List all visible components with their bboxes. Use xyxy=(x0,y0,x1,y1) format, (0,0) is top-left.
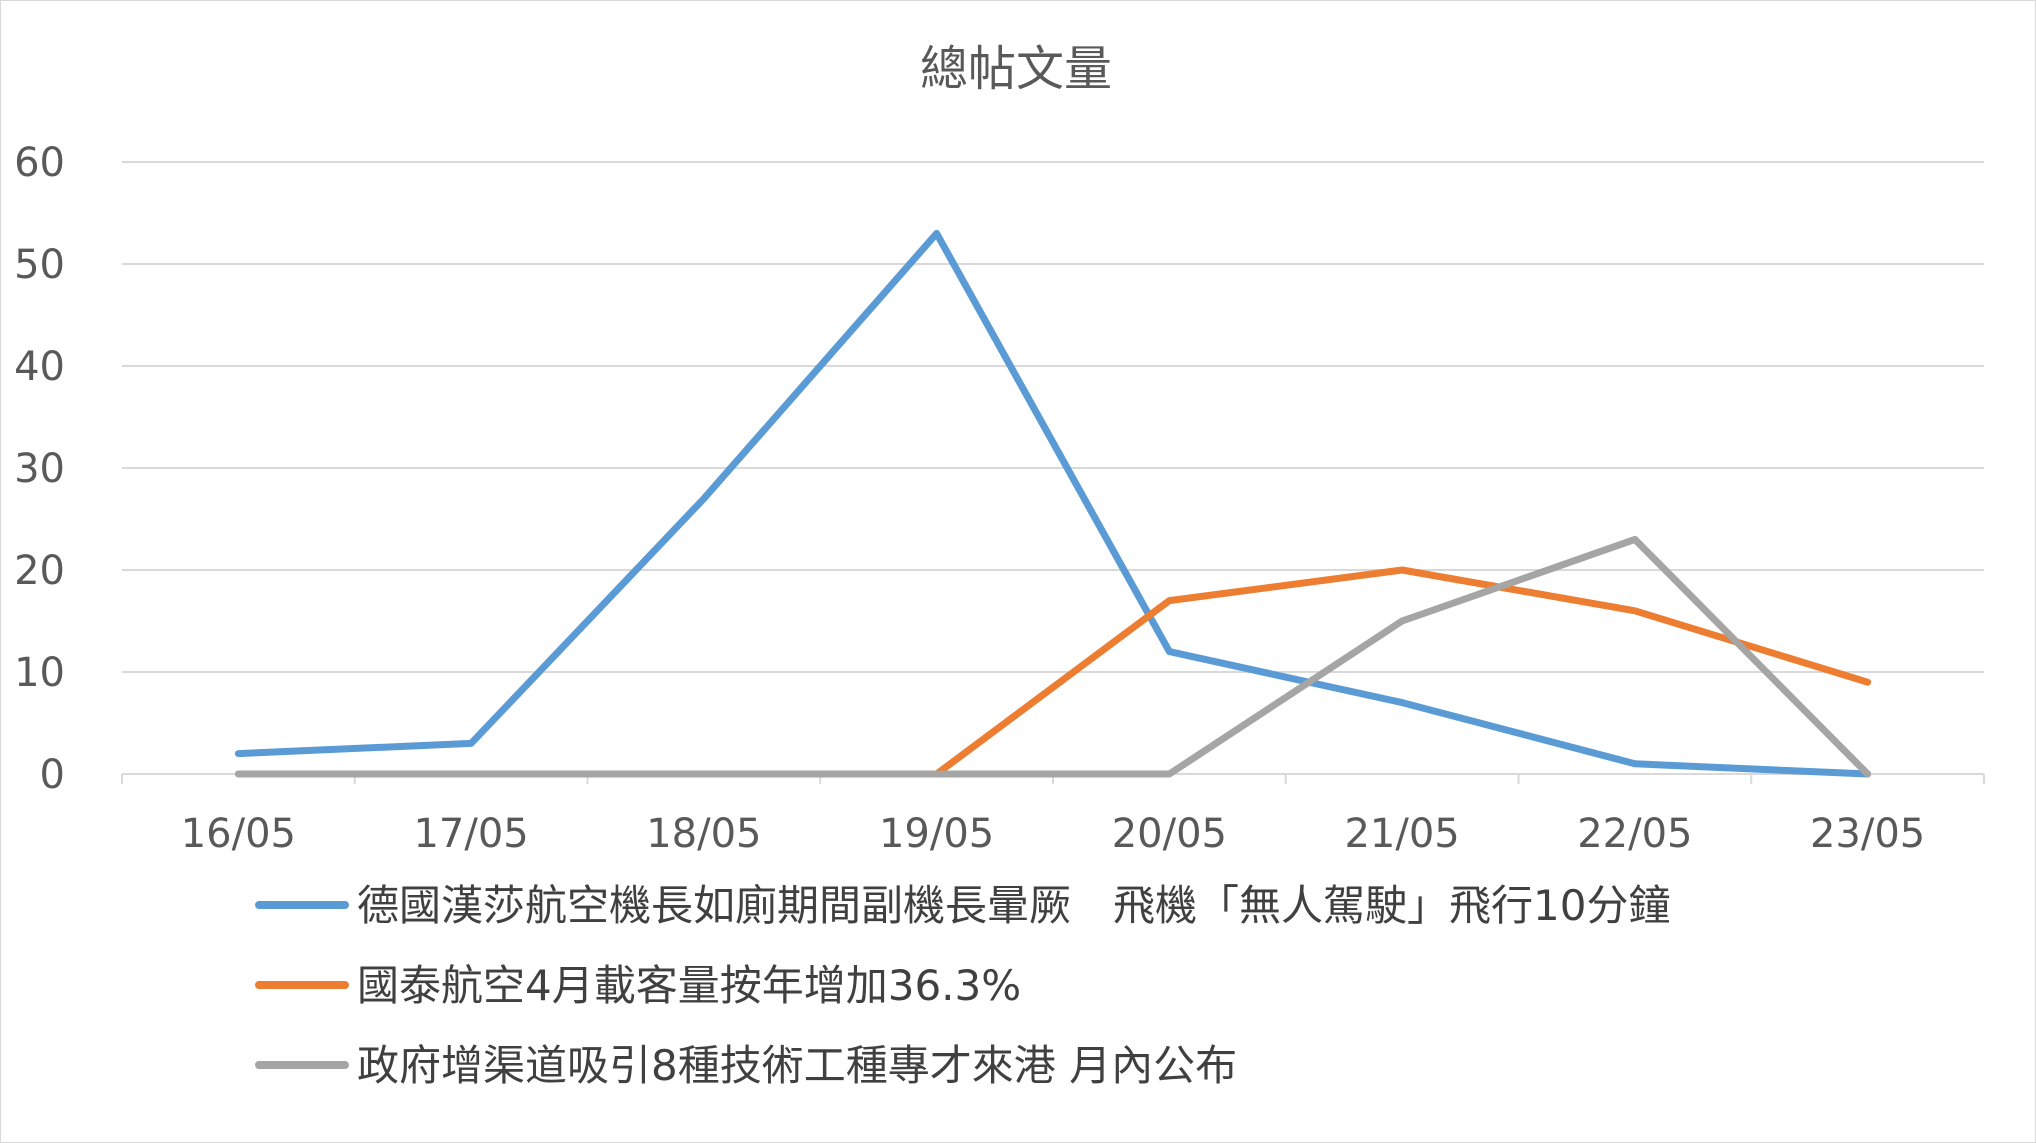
x-tick-label: 16/05 xyxy=(181,811,296,857)
y-tick-label: 40 xyxy=(14,344,65,390)
x-tick-label: 21/05 xyxy=(1344,811,1459,857)
legend-label: 政府增渠道吸引8種技術工種專才來港 月內公布 xyxy=(357,1041,1237,1090)
series-lines xyxy=(234,229,1872,778)
series-line-3 xyxy=(234,535,1872,778)
x-tick-label: 17/05 xyxy=(413,811,528,857)
x-tick-label: 19/05 xyxy=(879,811,994,857)
y-tick-label: 20 xyxy=(14,548,65,594)
x-axis-labels: 16/05 17/05 18/05 19/05 20/05 21/05 22/05 23/05 xyxy=(181,811,1926,857)
chart-title: 總帖文量 xyxy=(920,41,1112,97)
y-axis: 0 10 20 30 40 50 60 xyxy=(14,140,65,798)
x-tick-label: 23/05 xyxy=(1810,811,1925,857)
series-line-2 xyxy=(933,566,1872,778)
x-tick-label: 22/05 xyxy=(1577,811,1692,857)
y-tick-label: 0 xyxy=(40,752,65,798)
y-tick-label: 60 xyxy=(14,140,65,186)
y-tick-label: 30 xyxy=(14,446,65,492)
y-tick-label: 50 xyxy=(14,242,65,288)
legend-label: 國泰航空4月載客量按年增加36.3% xyxy=(357,961,1021,1010)
legend: 德國漢莎航空機長如廁期間副機長暈厥 飛機「無人駕駛」飛行10分鐘國泰航空4月載客… xyxy=(255,881,1670,1090)
series-line-1 xyxy=(234,229,1872,778)
y-tick-label: 10 xyxy=(14,650,65,696)
x-tick-label: 18/05 xyxy=(646,811,761,857)
legend-label: 德國漢莎航空機長如廁期間副機長暈厥 飛機「無人駕駛」飛行10分鐘 xyxy=(357,881,1670,930)
x-tick-label: 20/05 xyxy=(1112,811,1227,857)
gridlines xyxy=(122,161,1984,673)
